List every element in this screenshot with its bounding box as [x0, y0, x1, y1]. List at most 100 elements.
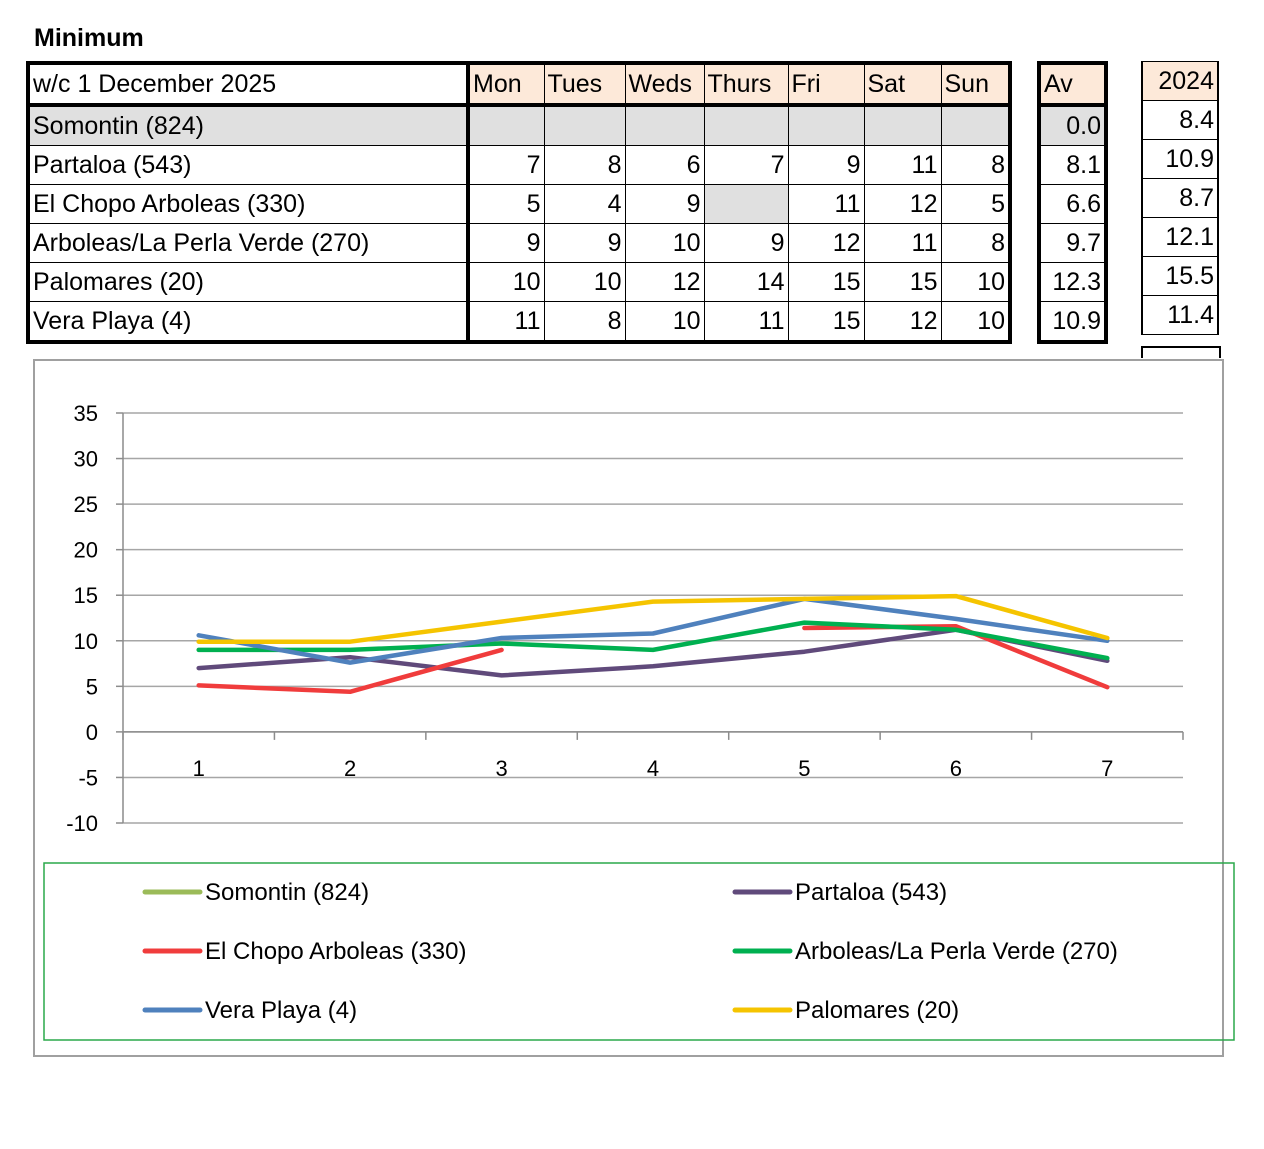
day-value: 10	[940, 262, 1011, 302]
y-tick-label: 35	[74, 401, 98, 426]
previous-year-value: 11.4	[1141, 295, 1219, 335]
day-value	[787, 104, 865, 146]
legend-label: Palomares (20)	[795, 997, 959, 1024]
day-value	[863, 104, 942, 146]
day-value: 8	[543, 145, 626, 185]
day-value: 8	[940, 145, 1011, 185]
day-value	[703, 104, 789, 146]
legend: Somontin (824) Partaloa (543) El Chopo Arb…	[142, 879, 1118, 1024]
previous-year-value: 15.5	[1141, 256, 1219, 296]
day-value: 12	[787, 223, 865, 263]
x-tick-label: 4	[647, 756, 659, 781]
series-line-2	[802, 623, 1110, 690]
day-value: 11	[863, 223, 942, 263]
legend-label: El Chopo Arboleas (330)	[205, 938, 467, 965]
day-value: 4	[543, 184, 626, 224]
y-tick-label: 25	[74, 492, 98, 517]
previous-year-value: 10.9	[1141, 139, 1219, 179]
day-header: Fri	[787, 62, 865, 107]
average-value: 10.9	[1038, 301, 1107, 343]
day-header: Sat	[863, 62, 942, 107]
x-tick-label: 1	[193, 756, 205, 781]
header-row: w/c 1 December 2025 Mon Tues Weds Thurs …	[27, 62, 1011, 107]
y-tick-label: 30	[74, 447, 98, 472]
day-header: Tues	[543, 62, 626, 107]
day-value: 9	[624, 184, 705, 224]
series-line-2	[196, 647, 504, 695]
day-value: 6	[624, 145, 705, 185]
y-tick-label: -5	[78, 765, 98, 790]
day-value: 11	[787, 184, 865, 224]
x-tick-label: 7	[1101, 756, 1113, 781]
day-value: 14	[703, 262, 789, 302]
average-header: Av	[1038, 62, 1107, 107]
y-axis: 35 30 25 20 15 10 5 0 -5 -10	[66, 401, 124, 836]
station-name: Partaloa (543)	[27, 145, 470, 185]
day-value: 10	[467, 262, 545, 302]
day-value: 10	[940, 301, 1011, 343]
average-value: 8.1	[1038, 145, 1107, 185]
average-table: Av 0.0 8.1 6.6 9.7 12.3 10.9	[1037, 61, 1108, 344]
y-tick-label: -10	[66, 811, 98, 836]
legend-label: Partaloa (543)	[795, 879, 947, 906]
day-value: 7	[467, 145, 545, 185]
legend-label: Vera Playa (4)	[205, 997, 357, 1024]
table-row: Palomares (20) 10 10 12 14 15 15 10	[27, 262, 1011, 302]
station-name: El Chopo Arboleas (330)	[27, 184, 470, 224]
x-tick-label: 2	[344, 756, 356, 781]
table-row: Somontin (824)	[27, 104, 1011, 146]
x-tick-label: 3	[495, 756, 507, 781]
previous-year-table: 2024 8.4 10.9 8.7 12.1 15.5 11.4	[1141, 61, 1219, 335]
day-value	[543, 104, 626, 146]
day-value: 12	[863, 184, 942, 224]
legend-label: Somontin (824)	[205, 879, 369, 906]
day-value: 15	[787, 262, 865, 302]
series-line-4	[196, 596, 1110, 665]
average-value: 6.6	[1038, 184, 1107, 224]
data-table: w/c 1 December 2025 Mon Tues Weds Thurs …	[26, 61, 1012, 344]
station-name: Vera Playa (4)	[27, 301, 470, 343]
table-row: El Chopo Arboleas (330) 5 4 9 11 12 5	[27, 184, 1011, 224]
day-value: 9	[543, 223, 626, 263]
y-tick-label: 10	[74, 629, 98, 654]
day-value: 10	[624, 301, 705, 343]
table-row: Arboleas/La Perla Verde (270) 9 9 10 9 12 11 8	[27, 223, 1011, 263]
day-value	[703, 184, 789, 224]
day-header: Sun	[940, 62, 1011, 107]
series-line-5	[196, 593, 1110, 644]
station-name: Arboleas/La Perla Verde (270)	[27, 223, 470, 263]
day-header: Mon	[467, 62, 545, 107]
station-name: Somontin (824)	[27, 104, 470, 146]
day-value	[467, 104, 545, 146]
y-tick-label: 20	[74, 538, 98, 563]
y-tick-label: 15	[74, 583, 98, 608]
day-header: Weds	[624, 62, 705, 107]
day-value: 11	[703, 301, 789, 343]
chart-area	[33, 359, 1224, 1057]
table-tail	[1141, 346, 1221, 358]
x-tick-label: 6	[950, 756, 962, 781]
average-value: 0.0	[1038, 104, 1107, 146]
y-tick-label: 5	[86, 674, 98, 699]
day-value: 9	[467, 223, 545, 263]
day-value	[624, 104, 705, 146]
day-value: 15	[787, 301, 865, 343]
table-row: Vera Playa (4) 11 8 10 11 15 12 10	[27, 301, 1011, 343]
series-line-3	[196, 620, 1110, 661]
x-tick-label: 5	[798, 756, 810, 781]
series-lines	[196, 593, 1110, 695]
station-name: Palomares (20)	[27, 262, 470, 302]
y-tick-label: 0	[86, 720, 98, 745]
previous-year-value: 8.4	[1141, 100, 1219, 140]
day-value: 9	[703, 223, 789, 263]
legend-label: Arboleas/La Perla Verde (270)	[795, 938, 1118, 965]
average-value: 12.3	[1038, 262, 1107, 302]
day-value: 15	[863, 262, 942, 302]
day-value: 8	[543, 301, 626, 343]
week-label: w/c 1 December 2025	[27, 62, 470, 107]
sheet-title: Minimum	[34, 24, 144, 52]
x-axis: 1 2 3 4 5 6 7	[122, 731, 1184, 781]
legend-box	[43, 862, 1235, 1041]
average-value: 9.7	[1038, 223, 1107, 263]
